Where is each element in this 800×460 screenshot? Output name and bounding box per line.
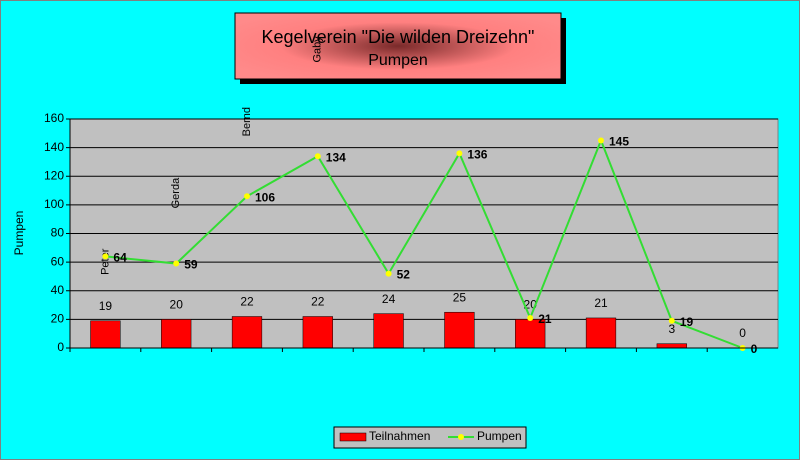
line-marker — [102, 253, 109, 260]
bar-value-label: 0 — [739, 326, 746, 340]
x-tick-label: Peter — [99, 248, 111, 275]
bar-value-label: 19 — [99, 299, 113, 313]
line-value-label: 52 — [397, 268, 411, 282]
line-marker — [456, 150, 463, 157]
line — [105, 137, 743, 349]
line-value-label: 19 — [680, 315, 694, 329]
x-tick-label: Gerda — [170, 177, 182, 208]
line-value-label: 21 — [538, 312, 552, 326]
legend-marker — [458, 434, 464, 440]
bar — [161, 319, 192, 349]
bar — [90, 320, 121, 349]
line-value-label: 136 — [467, 148, 487, 162]
y-tick-label: 60 — [51, 254, 65, 268]
line-value-label: 106 — [255, 190, 275, 204]
legend-label: Teilnahmen — [369, 429, 430, 443]
bar-value-label: 22 — [240, 295, 254, 309]
line-value-label: 0 — [751, 342, 758, 356]
bar — [585, 317, 617, 349]
bar-value-label: 3 — [668, 322, 675, 336]
line-value-label: 59 — [184, 258, 198, 272]
line-marker — [385, 270, 392, 277]
x-tick-label: Bernd — [241, 107, 253, 136]
y-tick-label: 120 — [44, 168, 64, 182]
line-marker — [527, 314, 534, 321]
bar-value-label: 25 — [453, 290, 467, 304]
bar — [373, 313, 404, 349]
y-tick-label: 140 — [44, 140, 64, 154]
bar-value-label: 21 — [594, 296, 608, 310]
bar — [656, 343, 687, 349]
y-tick-label: 100 — [44, 197, 64, 211]
line-value-label: 134 — [326, 150, 346, 164]
bar-value-label: 22 — [311, 295, 325, 309]
line-value-label: 64 — [113, 251, 127, 265]
bar — [231, 316, 263, 349]
legend-box — [333, 426, 527, 449]
y-tick-label: 40 — [51, 283, 65, 297]
bar — [444, 311, 475, 349]
bar — [302, 316, 333, 349]
bar-value-label: 24 — [382, 292, 396, 306]
chart-subtitle: Pumpen — [368, 52, 428, 69]
title-box — [234, 12, 562, 80]
line-marker — [668, 317, 675, 324]
y-tick-label: 20 — [51, 312, 65, 326]
line-marker — [314, 153, 321, 160]
legend-label: Pumpen — [477, 429, 522, 443]
bar-value-label: 20 — [170, 298, 184, 312]
y-tick-label: 0 — [57, 340, 64, 354]
legend-swatch — [339, 432, 367, 442]
chart-title: Kegelverein "Die wilden Dreizehn" — [262, 27, 535, 47]
line-marker — [244, 193, 250, 200]
line-marker — [598, 137, 604, 144]
x-tick-label: Gaby — [312, 36, 324, 63]
y-tick-label: 160 — [44, 111, 64, 125]
line-marker — [173, 260, 180, 267]
y-axis-label: Pumpen — [12, 211, 26, 256]
line-value-label: 145 — [609, 135, 629, 149]
y-tick-label: 80 — [51, 226, 65, 240]
